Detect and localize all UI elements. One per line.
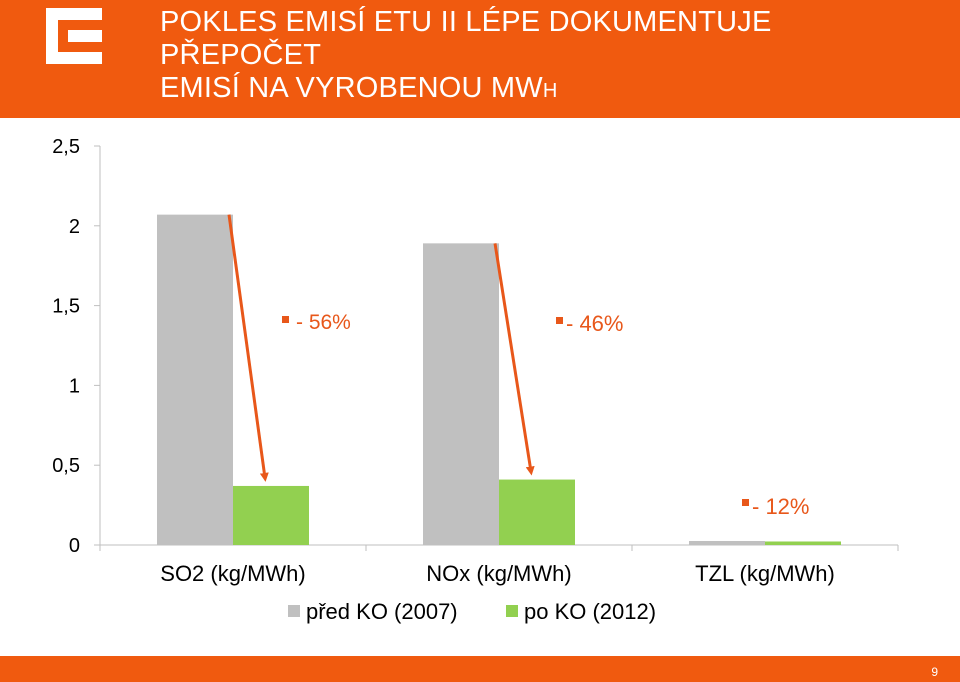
y-tick-label: 1,5	[52, 296, 80, 318]
reduction-arrow	[493, 243, 535, 476]
y-tick-label: 2,5	[52, 136, 80, 158]
x-category-label: TZL (kg/MWh)	[695, 561, 835, 586]
y-tick-label: 2	[69, 216, 80, 238]
legend-label-before: před KO (2007)	[306, 599, 458, 624]
annotation-bullet	[282, 316, 289, 323]
page-title: POKLES EMISÍ ETU II LÉPE DOKUMENTUJE PŘE…	[160, 6, 940, 108]
footer-bar: 9	[0, 656, 960, 682]
y-tick-label: 1	[69, 375, 80, 397]
annotation-bullet	[742, 499, 749, 506]
legend-label-after: po KO (2012)	[524, 599, 656, 624]
header-bar: POKLES EMISÍ ETU II LÉPE DOKUMENTUJE PŘE…	[0, 0, 960, 118]
reduction-annotation: - 12%	[752, 494, 809, 519]
title-line-2-main: EMISÍ NA VYROBENOU MW	[160, 72, 543, 104]
bar-after-3	[765, 541, 841, 545]
y-tick-label: 0,5	[52, 455, 80, 477]
bar-after-1	[233, 485, 309, 545]
legend-swatch-after	[506, 605, 518, 617]
reduction-annotation: - 46%	[566, 311, 623, 336]
legend-swatch-before	[288, 605, 300, 617]
title-line-2-small: H	[542, 80, 558, 102]
page-number: 9	[931, 665, 938, 679]
title-line-1: POKLES EMISÍ ETU II LÉPE DOKUMENTUJE PŘE…	[160, 6, 772, 71]
x-category-label: SO2 (kg/MWh)	[160, 561, 305, 586]
cez-logo	[46, 8, 102, 64]
bar-after-2	[499, 479, 575, 545]
y-tick-label: 0	[69, 535, 80, 557]
bar-before-3	[689, 541, 765, 545]
x-category-label: NOx (kg/MWh)	[426, 561, 571, 586]
title-line-2: EMISÍ NA VYROBENOU MWH	[160, 72, 940, 108]
annotation-bullet	[556, 317, 563, 324]
emissions-bar-chart: 0 0,5 1 1,5 2 2,5 SO2 (kg/MWh) NOx (kg/MWh) TZL …	[52, 136, 899, 624]
bar-before-2	[423, 243, 499, 545]
reduction-arrow	[227, 214, 269, 482]
bar-before-1	[157, 214, 233, 545]
reduction-annotation: - 56%	[296, 311, 351, 334]
